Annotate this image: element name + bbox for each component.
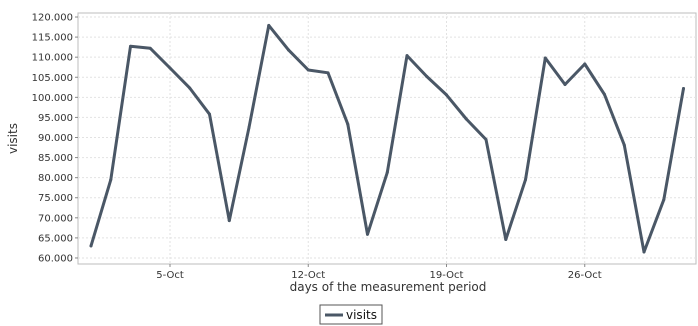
data-point <box>484 138 488 142</box>
y-tick-label: 95.000 <box>38 113 73 124</box>
y-axis-label: visits <box>6 123 20 154</box>
data-point <box>464 117 468 121</box>
y-tick-label: 115.000 <box>32 33 73 44</box>
data-point <box>306 68 310 72</box>
data-point <box>682 87 685 91</box>
series-points <box>89 23 685 254</box>
data-point <box>662 198 666 202</box>
data-point <box>148 46 152 50</box>
y-tick-label: 90.000 <box>38 133 73 144</box>
data-point <box>504 238 508 242</box>
x-tick-label: 5-Oct <box>156 270 184 281</box>
data-point <box>188 86 192 90</box>
y-tick-label: 100.000 <box>32 93 73 104</box>
y-tick-label: 80.000 <box>38 173 73 184</box>
data-point <box>622 143 626 147</box>
data-point <box>208 112 211 116</box>
x-tick-label: 19-Oct <box>430 270 464 281</box>
plot-area <box>77 12 697 265</box>
legend-label-visits: visits <box>346 308 377 322</box>
data-point <box>267 23 271 27</box>
y-tick-label: 70.000 <box>38 213 73 224</box>
x-tick-labels: 5-Oct 12-Oct 19-Oct 26-Oct <box>156 264 602 281</box>
x-gridlines <box>169 13 586 264</box>
y-tick-label: 105.000 <box>32 73 73 84</box>
data-point <box>583 62 587 66</box>
data-point <box>326 71 330 75</box>
data-point <box>168 66 172 70</box>
data-point <box>563 82 567 86</box>
data-point <box>89 244 93 248</box>
data-point <box>524 178 527 182</box>
data-point <box>385 170 389 174</box>
data-point <box>227 219 231 223</box>
y-tick-label: 65.000 <box>38 233 73 244</box>
data-point <box>366 232 369 236</box>
y-gridlines <box>78 16 696 259</box>
x-tick-label: 26-Oct <box>568 270 602 281</box>
data-point <box>346 122 350 126</box>
data-point <box>129 44 132 48</box>
y-tick-label: 85.000 <box>38 153 73 164</box>
data-point <box>287 48 290 52</box>
data-point <box>425 74 429 78</box>
data-point <box>445 93 448 97</box>
y-tick-label: 75.000 <box>38 193 73 204</box>
data-point <box>603 93 606 97</box>
legend: visits <box>319 304 383 325</box>
y-tick-label: 110.000 <box>32 53 73 64</box>
data-point <box>543 56 547 60</box>
legend-box <box>319 304 383 325</box>
data-point <box>109 178 113 182</box>
data-point <box>405 54 409 58</box>
x-axis-label: days of the measurement period <box>290 280 487 294</box>
x-tick-label: 12-Oct <box>291 270 325 281</box>
y-tick-label: 60.000 <box>38 253 73 264</box>
data-point <box>642 250 646 254</box>
y-tick-labels: 60.000 65.000 70.000 75.000 80.000 85.000 90.0… <box>32 13 78 264</box>
data-point <box>247 125 251 129</box>
y-tick-label: 120.000 <box>32 13 73 24</box>
